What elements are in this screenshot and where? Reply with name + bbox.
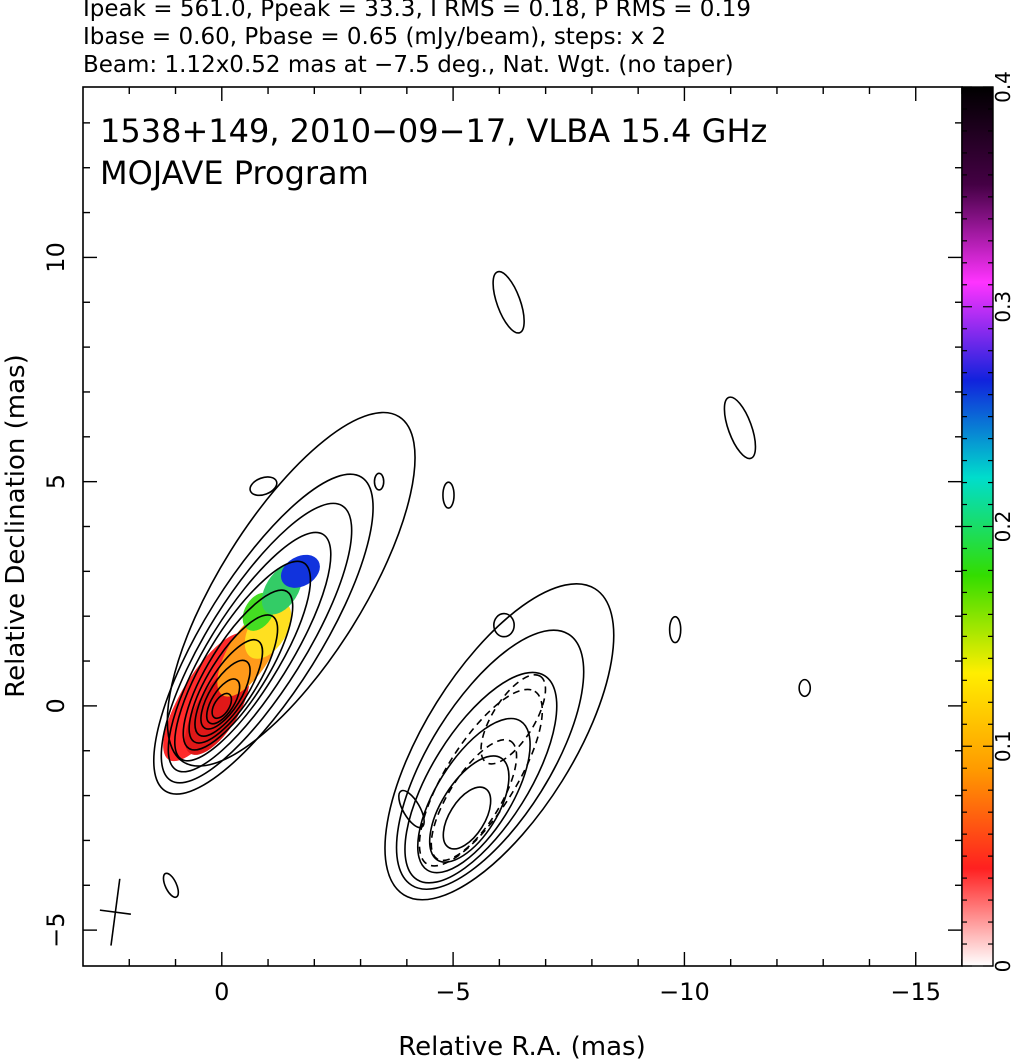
y-tick-label: 5 — [42, 474, 70, 489]
polarization-color-layer — [163, 554, 320, 762]
x-tick-label: −5 — [435, 978, 470, 1006]
contour-level — [384, 583, 615, 901]
contour-level — [442, 786, 492, 850]
contour-level — [492, 270, 525, 334]
y-tick-label: 0 — [42, 698, 70, 713]
contour-level — [249, 476, 278, 497]
contour-level — [200, 659, 251, 730]
colorbar-tick-label: 0.3 — [991, 291, 1015, 323]
contour-level — [798, 678, 812, 698]
contour-level — [395, 629, 585, 891]
contour-level — [668, 615, 682, 644]
x-tick-label: 0 — [214, 978, 229, 1006]
colorbar-tick-label: 0.4 — [991, 71, 1015, 103]
header-line-1: Ipeak = 561.0, Ppeak = 33.3, I RMS = 0.1… — [83, 0, 752, 22]
colorbar-tick-label: 0.2 — [991, 511, 1015, 543]
contour-level — [152, 473, 374, 795]
beam-minor-axis — [99, 909, 131, 916]
negative-contour — [480, 673, 547, 765]
x-tick-label: −10 — [659, 978, 710, 1006]
contour-level — [428, 755, 510, 863]
contour-level — [398, 789, 425, 829]
x-axis-tick-labels: 0 −5 −10 −15 — [214, 978, 941, 1006]
y-axis-label: Relative Declination (mas) — [1, 354, 31, 697]
total-intensity-contours — [152, 270, 812, 901]
contour-level — [182, 589, 294, 751]
colorbar-tick-label: 0 — [991, 960, 1015, 973]
contour-level — [442, 481, 455, 509]
header-line-2: Ibase = 0.60, Pbase = 0.65 (mJy/beam), s… — [83, 24, 667, 50]
contour-level — [173, 560, 312, 762]
x-axis-ticks — [128, 87, 963, 966]
contour-level — [211, 692, 233, 720]
contour-level — [160, 502, 353, 784]
contour-level — [493, 612, 515, 638]
y-axis-tick-labels: −5 0 5 10 — [42, 242, 70, 948]
x-tick-label: −15 — [890, 978, 941, 1006]
colorbar-tick-label: 0.1 — [991, 730, 1015, 762]
program-annotation: MOJAVE Program — [100, 154, 369, 192]
contour-level — [194, 638, 264, 737]
negative-contour — [430, 738, 518, 862]
beam-marker — [99, 878, 131, 946]
header-line-3: Beam: 1.12x0.52 mas at −7.5 deg., Nat. W… — [83, 52, 734, 78]
negative-contour — [418, 688, 544, 867]
contour-level — [166, 411, 416, 767]
contour-level — [162, 872, 180, 899]
colorbar-tick-labels: 0 0.1 0.2 0.3 0.4 — [991, 71, 1015, 972]
contour-level — [373, 472, 385, 491]
contour-level — [167, 531, 332, 773]
x-axis-label: Relative R.A. (mas) — [398, 1032, 645, 1061]
y-axis-ticks — [83, 122, 962, 931]
colorbar-ticks — [962, 86, 993, 967]
contour-level — [416, 717, 531, 874]
contour-level — [404, 671, 558, 884]
source-annotation: 1538+149, 2010−09−17, VLBA 15.4 GHz — [100, 112, 767, 150]
contour-level — [188, 614, 279, 744]
contour-level — [723, 396, 757, 460]
contour-level — [205, 678, 241, 725]
y-tick-label: 10 — [42, 242, 70, 273]
y-tick-label: −5 — [42, 912, 70, 947]
